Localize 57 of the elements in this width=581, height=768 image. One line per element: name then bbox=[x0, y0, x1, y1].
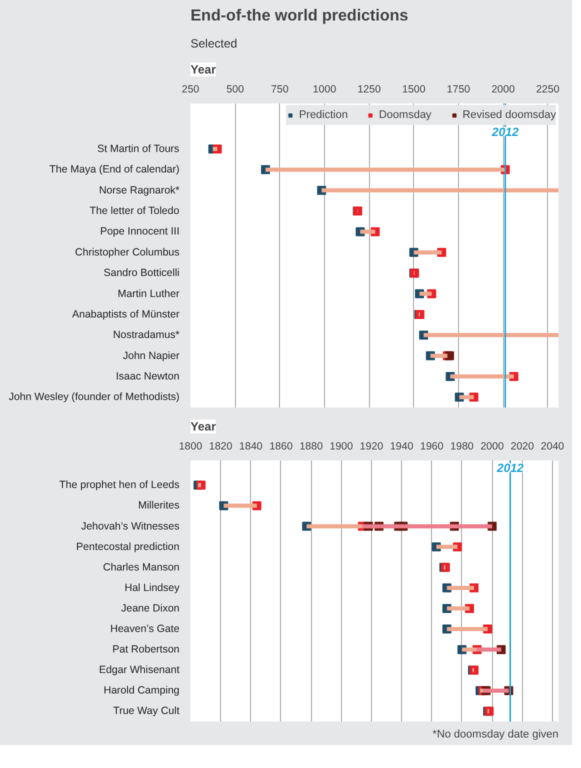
x-tick-label: 1980 bbox=[450, 440, 474, 452]
y-tick-label: Jehovah’s Witnesses bbox=[81, 520, 180, 532]
y-tick-label: Pope Innocent III bbox=[100, 226, 180, 238]
x-tick-label: 1840 bbox=[239, 440, 263, 452]
x-tick-label: 2000 bbox=[480, 440, 504, 452]
x-tick-label: 1250 bbox=[357, 84, 381, 96]
x-tick-label: 2250 bbox=[536, 84, 560, 96]
x-tick-label: 1750 bbox=[446, 84, 470, 96]
chart-title: End-of-the world predictions bbox=[190, 8, 408, 24]
x-tick-label: 1820 bbox=[208, 440, 233, 452]
x-tick-label: 1800 bbox=[178, 440, 202, 452]
y-tick-label: Harold Camping bbox=[104, 684, 180, 697]
x-tick-label: 750 bbox=[271, 84, 289, 96]
x-tick-label: 250 bbox=[182, 84, 200, 96]
x-tick-label: 1000 bbox=[312, 84, 336, 96]
y-tick-label: The Maya (End of calendar) bbox=[49, 164, 180, 176]
legend-label: Prediction bbox=[298, 109, 348, 121]
y-tick-label: Christopher Columbus bbox=[75, 246, 180, 258]
x-tick-label: 2020 bbox=[510, 440, 534, 452]
legend-label: Doomsday bbox=[378, 109, 432, 121]
y-tick-label: John Wesley (founder of Methodists) bbox=[8, 391, 180, 404]
x-axis-title: Year bbox=[190, 62, 216, 76]
y-tick-label: Norse Ragnarok* bbox=[98, 184, 180, 196]
y-tick-label: Martin Luther bbox=[118, 288, 180, 300]
y-tick-label: Heaven’s Gate bbox=[110, 623, 180, 636]
y-tick-label: Hal Lindsey bbox=[124, 582, 180, 594]
y-tick-label: John Napier bbox=[122, 350, 180, 362]
legend-label: Revised doomsday bbox=[462, 109, 556, 121]
x-tick-label: 1940 bbox=[390, 440, 414, 452]
text: *No doomsday date given bbox=[432, 728, 558, 740]
y-tick-label: Anabaptists of Münster bbox=[72, 308, 180, 320]
y-tick-label: St Martin of Tours bbox=[97, 142, 180, 155]
y-tick-label: Pentecostal prediction bbox=[76, 540, 180, 553]
ref-line-label: 2012 bbox=[496, 461, 524, 476]
x-tick-label: 1900 bbox=[330, 440, 354, 452]
y-tick-label: Isaac Newton bbox=[116, 370, 180, 382]
y-tick-label: Edgar Whisenant bbox=[98, 664, 180, 676]
x-tick-label: 500 bbox=[226, 84, 244, 96]
x-tick-label: 1960 bbox=[420, 440, 444, 452]
y-tick-label: Charles Manson bbox=[103, 561, 180, 574]
x-tick-label: 2000 bbox=[491, 84, 515, 96]
x-tick-label: 1920 bbox=[360, 440, 384, 452]
chart-subtitle: Selected bbox=[190, 36, 238, 50]
x-tick-label: 2040 bbox=[540, 440, 564, 452]
x-axis-title: Year bbox=[190, 420, 216, 434]
y-tick-label: Jeane Dixon bbox=[121, 602, 180, 614]
x-tick-label: 1500 bbox=[402, 84, 426, 96]
y-tick-label: Pat Robertson bbox=[112, 644, 180, 656]
y-tick-label: Nostradamus* bbox=[112, 329, 180, 342]
y-tick-label: Millerites bbox=[138, 500, 180, 512]
y-tick-label: The prophet hen of Leeds bbox=[59, 479, 180, 492]
x-tick-label: 1860 bbox=[269, 440, 293, 452]
x-tick-label: 1880 bbox=[299, 440, 323, 452]
y-tick-label: Sandro Botticelli bbox=[104, 267, 180, 280]
y-tick-label: The letter of Toledo bbox=[90, 205, 180, 218]
y-tick-label: True Way Cult bbox=[113, 705, 180, 718]
ref-line-label: 2012 bbox=[490, 124, 519, 139]
